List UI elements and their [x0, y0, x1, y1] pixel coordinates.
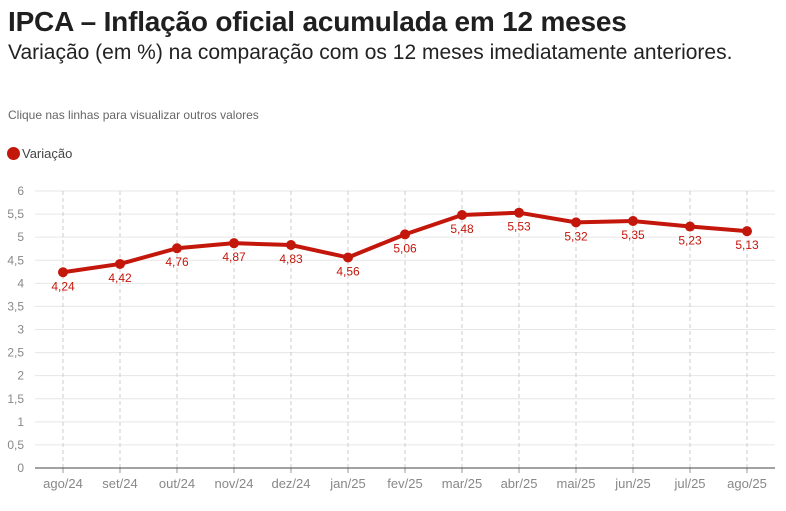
- data-point[interactable]: [628, 216, 638, 227]
- data-labels: 4,24 4,42 4,76 4,87 4,83 4,56 5,06 5,48 5,53 5,32…: [51, 220, 759, 294]
- data-point[interactable]: [571, 217, 581, 228]
- data-point[interactable]: [400, 229, 410, 240]
- data-label: 4,42: [108, 271, 132, 285]
- x-tick-label: ago/25: [727, 476, 767, 491]
- data-point[interactable]: [229, 238, 239, 249]
- data-point[interactable]: [742, 226, 752, 237]
- data-label: 5,53: [507, 220, 531, 234]
- legend-label: Variação: [22, 146, 73, 161]
- data-label: 5,06: [393, 241, 417, 255]
- data-label: 4,83: [279, 252, 303, 266]
- y-tick-label: 3,5: [7, 299, 24, 313]
- data-point[interactable]: [457, 210, 467, 221]
- x-tick-label: mai/25: [556, 476, 595, 491]
- data-label: 4,87: [222, 250, 246, 264]
- x-tick-label: jun/25: [614, 476, 650, 491]
- x-tick-label: ago/24: [43, 476, 83, 491]
- x-tick-label: dez/24: [271, 476, 310, 491]
- y-tick-label: 5: [17, 230, 24, 244]
- data-point[interactable]: [172, 243, 182, 254]
- y-tick-label: 0,5: [7, 438, 24, 452]
- x-tick-label: mar/25: [442, 476, 482, 491]
- y-tick-label: 5,5: [7, 207, 24, 221]
- chart-hint: Clique nas linhas para visualizar outros…: [8, 108, 259, 122]
- x-tick-label: abr/25: [501, 476, 538, 491]
- y-tick-label: 4,5: [7, 253, 24, 267]
- data-label: 5,32: [564, 229, 588, 243]
- series-variacao[interactable]: [58, 207, 752, 278]
- data-point[interactable]: [58, 267, 68, 278]
- data-point[interactable]: [286, 240, 296, 251]
- x-tick-label: nov/24: [214, 476, 253, 491]
- legend-item-variacao[interactable]: Variação: [7, 146, 72, 161]
- data-point[interactable]: [685, 221, 695, 232]
- y-tick-label: 0: [17, 461, 24, 475]
- legend-marker: [7, 147, 20, 160]
- y-tick-label: 2,5: [7, 346, 24, 360]
- chart-subtitle: Variação (em %) na comparação com os 12 …: [8, 41, 733, 64]
- x-tick-label: jan/25: [329, 476, 365, 491]
- data-label: 4,56: [336, 264, 360, 278]
- y-tick-label: 1,5: [7, 392, 24, 406]
- data-label: 5,13: [735, 238, 759, 252]
- data-label: 4,76: [165, 255, 189, 269]
- y-tick-label: 2: [17, 369, 24, 383]
- data-point[interactable]: [115, 258, 125, 269]
- axes: 0 0,5 1 1,5 2 2,5 3 3,5 4 4,5 5 5,5 6 ago/24 set/24 out…: [7, 184, 775, 491]
- y-tick-label: 3: [17, 323, 24, 337]
- x-tick-label: out/24: [159, 476, 195, 491]
- chart-title: IPCA – Inflação oficial acumulada em 12 …: [8, 6, 627, 37]
- x-tick-label: jul/25: [673, 476, 705, 491]
- data-label: 5,48: [450, 222, 474, 236]
- x-tick-label: set/24: [102, 476, 137, 491]
- grid: [35, 190, 775, 468]
- x-tick-label: fev/25: [387, 476, 422, 491]
- y-tick-label: 4: [17, 276, 24, 290]
- y-tick-label: 6: [17, 184, 24, 198]
- data-point[interactable]: [514, 207, 524, 218]
- data-point[interactable]: [343, 252, 353, 263]
- data-label: 4,24: [51, 279, 75, 293]
- data-label: 5,35: [621, 228, 645, 242]
- y-tick-label: 1: [17, 415, 24, 429]
- data-label: 5,23: [678, 234, 702, 248]
